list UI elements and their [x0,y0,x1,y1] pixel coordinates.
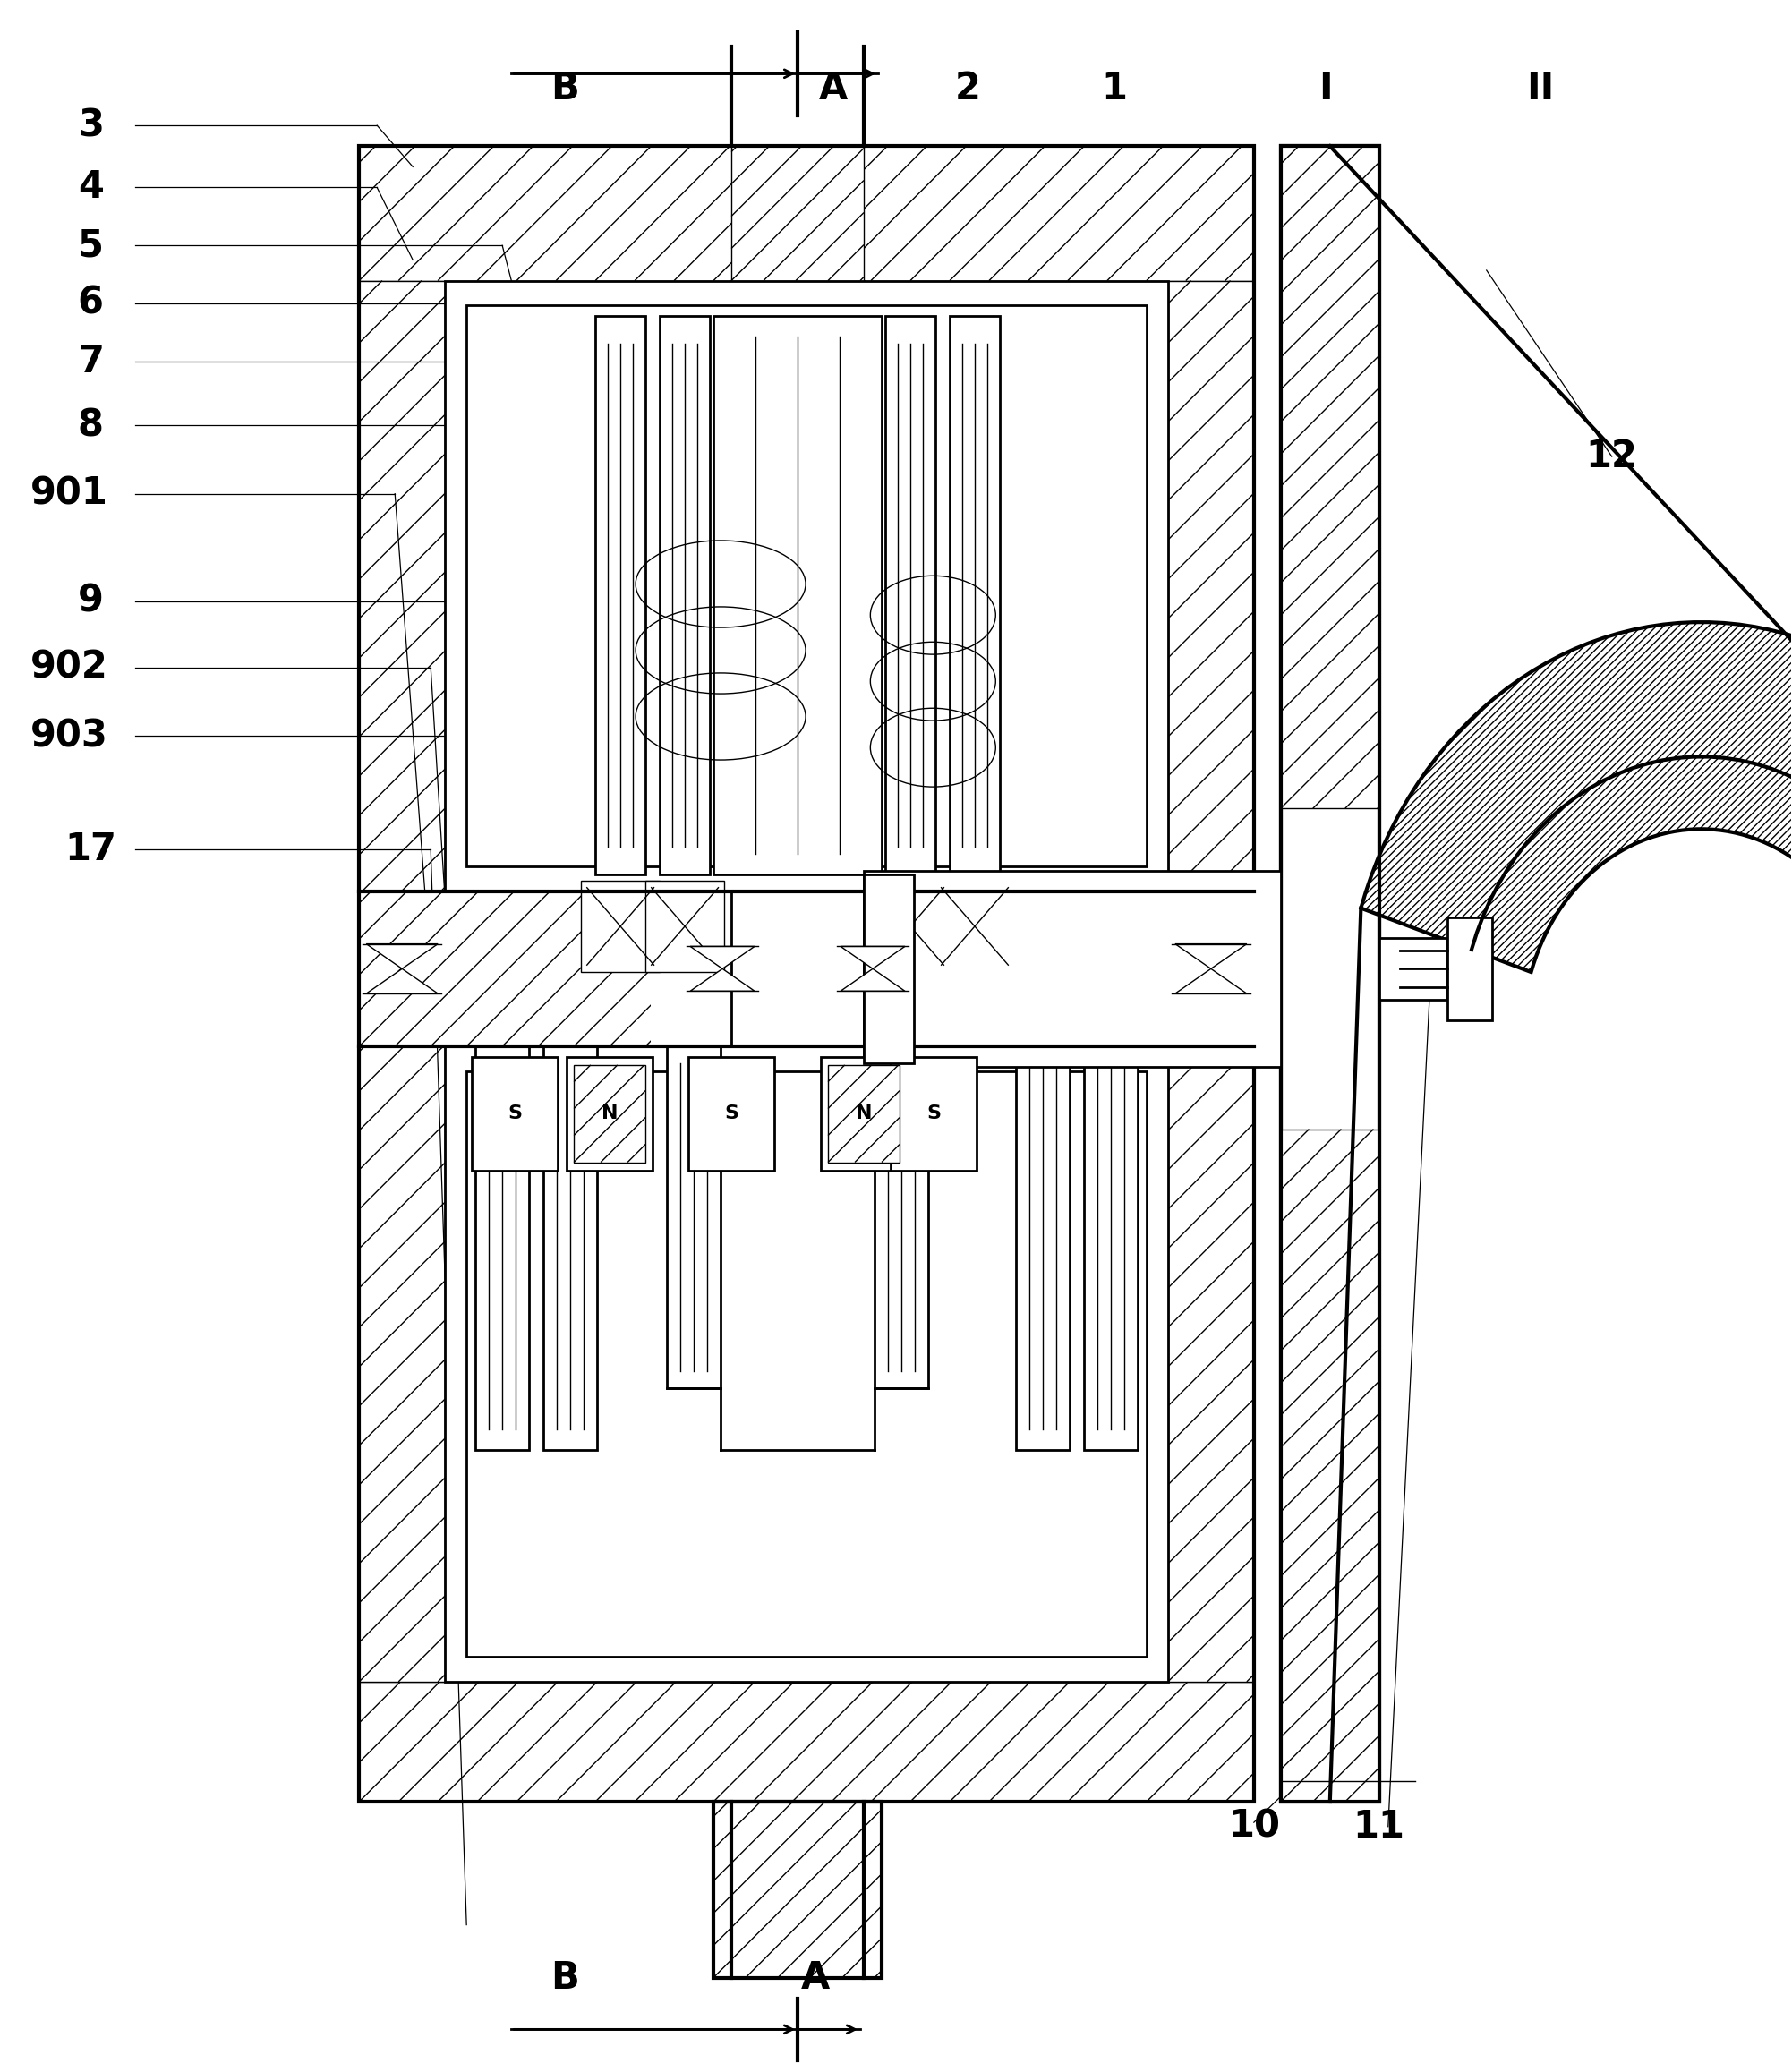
Polygon shape [366,970,437,995]
Text: S: S [724,1104,738,1123]
Bar [667,1046,720,1388]
Bar [713,1803,882,1977]
Bar [874,1046,928,1388]
Text: 11: 11 [1353,1807,1405,1846]
Bar [864,870,1281,1067]
Text: 9: 9 [77,582,104,620]
Text: 7: 7 [77,342,104,379]
Text: 10: 10 [1228,1807,1279,1846]
Polygon shape [1360,622,1792,972]
Bar [713,1803,882,1977]
Bar [444,280,1168,891]
Bar [358,280,444,1682]
Bar [581,881,659,972]
Text: 2: 2 [955,68,980,108]
Bar [566,1057,652,1171]
Text: I: I [1319,68,1333,108]
Bar [950,315,1000,874]
Text: 8: 8 [77,406,104,443]
Bar [1380,939,1448,1001]
Bar [821,1057,907,1171]
Bar [645,881,724,972]
Polygon shape [690,970,754,990]
Text: S: S [507,1104,521,1123]
Bar [358,147,1254,280]
Polygon shape [1360,622,1792,972]
Bar [1084,1046,1138,1450]
Bar [864,874,914,1063]
Bar [1281,147,1380,1803]
Bar [828,1065,900,1162]
Text: 901: 901 [30,474,108,512]
Bar [1016,1046,1070,1450]
Bar [1281,1129,1380,1803]
Polygon shape [840,970,905,990]
Text: S: S [926,1104,941,1123]
Text: 1: 1 [1102,68,1127,108]
Bar [864,891,932,1046]
Bar [444,1046,1168,1682]
Bar [731,147,864,280]
Text: A: A [801,1958,830,1997]
Text: N: N [602,1104,618,1123]
Bar [891,1057,977,1171]
Bar [659,315,710,874]
Polygon shape [366,945,437,970]
Bar [885,315,935,874]
Text: A: A [819,68,848,108]
Bar [731,280,864,1682]
Bar [1281,147,1380,808]
Polygon shape [840,947,905,970]
Bar [595,315,645,874]
Text: II: II [1527,68,1554,108]
Text: N: N [855,1104,873,1123]
Text: 5: 5 [77,226,104,265]
Text: 902: 902 [30,649,108,686]
Text: 12: 12 [1586,437,1638,474]
Polygon shape [1176,970,1247,995]
Polygon shape [690,947,754,970]
Text: B: B [550,1958,579,1997]
Bar [650,891,731,1046]
Bar [573,1065,645,1162]
Bar [1281,147,1380,1803]
Bar [471,1057,557,1171]
Bar [1168,280,1254,1682]
Text: 4: 4 [77,168,104,207]
Text: 17: 17 [65,831,116,868]
Polygon shape [1176,945,1247,970]
Bar [358,147,1254,1803]
Bar [1448,918,1493,1021]
Bar [713,315,882,874]
Bar [935,881,1014,972]
Bar [466,305,1147,866]
Bar [543,1046,597,1450]
Bar [466,1071,1147,1658]
Bar [358,891,1254,1046]
Bar [475,1046,529,1450]
Bar [358,1682,1254,1803]
Text: B: B [550,68,579,108]
Bar [688,1057,774,1171]
Bar [731,891,864,1046]
Text: 3: 3 [77,106,104,145]
Text: 903: 903 [30,717,108,754]
Text: 6: 6 [77,284,104,321]
Bar [871,881,950,972]
